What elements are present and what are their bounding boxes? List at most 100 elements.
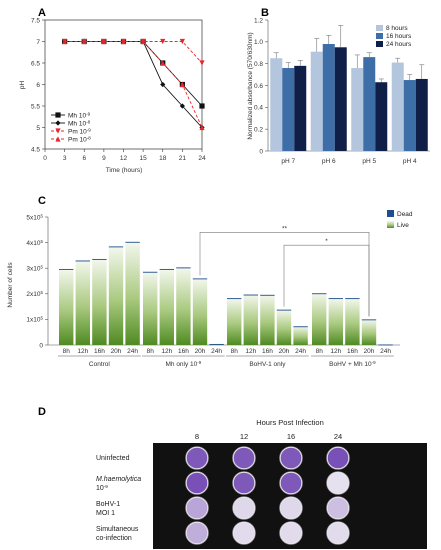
- plate-row-label: Simultaneous: [96, 526, 139, 533]
- bar: [391, 62, 404, 152]
- bar: [192, 278, 208, 345]
- bar: [322, 44, 335, 152]
- data-point: [55, 112, 61, 118]
- bar: [260, 294, 275, 345]
- plate-row-label: M.haemolytica: [96, 476, 141, 483]
- bar-dead-segment: [176, 267, 191, 269]
- x-tick-label: 16h: [178, 348, 189, 355]
- plate-row-sublabel: MOI 1: [96, 510, 115, 517]
- panel-b-absorbance-bar-chart: 0 0.2 0.4 0.6 0.8 1.0 1.2 pH 7 pH 6 pH 5 pH 4 8 ho…: [247, 17, 430, 165]
- panel-b-y-axis-label: Normalized absorbance (570/630nm): [247, 32, 254, 139]
- bar: [328, 298, 343, 345]
- y-tick-label: 6: [36, 82, 40, 89]
- x-tick-label: 12: [120, 155, 128, 162]
- plate-well-stain: [327, 472, 349, 494]
- bar-dead-segment: [209, 343, 224, 345]
- x-tick-label: 24h: [380, 348, 391, 355]
- bar: [159, 268, 174, 345]
- x-tick-label: 6: [82, 155, 86, 162]
- y-tick-label: 0: [39, 342, 43, 349]
- y-tick-label: 1.2: [254, 17, 263, 24]
- bar: [403, 80, 416, 151]
- legend-swatch: [376, 41, 383, 47]
- data-point: [179, 38, 185, 45]
- plate-well-stain: [327, 522, 349, 544]
- x-tick-label: 16h: [94, 348, 105, 355]
- y-tick-label: 4.5: [31, 146, 40, 153]
- plate-row-sublabel: 10-9: [96, 484, 108, 493]
- legend-swatch: [387, 221, 394, 228]
- y-tick-label: 0.6: [254, 83, 263, 90]
- x-tick-label: 24h: [127, 348, 138, 355]
- plate-well-stain: [327, 447, 349, 469]
- data-point: [199, 124, 205, 131]
- bar: [125, 241, 140, 345]
- plate-well-stain: [280, 497, 302, 519]
- y-tick-label: 6.5: [31, 60, 40, 67]
- legend-entry: Live: [397, 222, 409, 229]
- x-tick-label: 8h: [231, 348, 239, 355]
- x-tick-label: 24h: [211, 348, 222, 355]
- data-point: [179, 81, 185, 88]
- plate-column-label: 12: [240, 432, 248, 441]
- x-tick-label: 20h: [364, 348, 375, 355]
- significance-marker: **: [282, 225, 288, 232]
- data-point: [160, 38, 166, 45]
- bar-dead-segment: [92, 258, 107, 260]
- bar: [59, 268, 74, 345]
- y-tick-label: 5: [36, 125, 40, 132]
- legend-swatch: [376, 33, 383, 39]
- bar-dead-segment: [159, 268, 174, 270]
- y-tick-label: 4x105: [26, 238, 43, 247]
- bar: [310, 51, 323, 151]
- bar: [415, 78, 428, 151]
- y-tick-label: 0.8: [254, 61, 263, 68]
- plate-well-stain: [186, 447, 208, 469]
- panel-c-cell-count-bar-chart: 0 1x105 2x105 3x105 4x105 5x105 8h 12h 16h 20h 24…: [7, 210, 413, 368]
- x-tick-label: 18: [159, 155, 167, 162]
- x-tick-label: 20h: [279, 348, 290, 355]
- x-tick-label: 16h: [347, 348, 358, 355]
- panel-a-y-axis-label: pH: [19, 81, 26, 90]
- data-point: [81, 38, 87, 45]
- significance-bracket: [283, 244, 370, 317]
- legend-entry: Pm 10-9: [68, 127, 91, 136]
- plate-well-stain: [280, 447, 302, 469]
- bar: [75, 260, 90, 345]
- bar-dead-segment: [361, 319, 377, 321]
- y-tick-label: 3x105: [26, 264, 43, 273]
- data-point: [55, 128, 61, 134]
- series-line: [64, 41, 203, 128]
- plate-well-stain: [233, 497, 255, 519]
- bar: [363, 57, 376, 151]
- panel-label-c: C: [38, 195, 46, 207]
- plate-column-label: 8: [195, 432, 199, 441]
- bar-dead-segment: [312, 293, 327, 295]
- panel-label-a: A: [38, 7, 46, 19]
- plate-column-label: 16: [287, 432, 295, 441]
- x-tick-label: 3: [63, 155, 67, 162]
- plate-title: Hours Post Infection: [256, 418, 324, 427]
- legend-entry: Mh 10-8: [68, 119, 91, 128]
- bar-dead-segment: [108, 246, 124, 248]
- plate-row-label: BoHV-1: [96, 501, 120, 508]
- y-tick-label: 7.5: [31, 17, 40, 24]
- bar-dead-segment: [293, 326, 308, 328]
- bar: [375, 82, 388, 151]
- x-tick-label: pH 7: [281, 158, 295, 165]
- y-tick-label: 0: [259, 148, 263, 155]
- panel-d-plate-image: Hours Post Infection 8 12 16 24 Uninfected M…: [96, 418, 427, 549]
- bar-dead-segment: [345, 298, 360, 300]
- bar: [282, 68, 295, 151]
- bar-dead-segment: [243, 294, 258, 296]
- bar-dead-segment: [260, 294, 275, 296]
- series-4: [62, 38, 205, 131]
- bar: [92, 258, 107, 345]
- y-tick-label: 7: [36, 39, 40, 46]
- data-point: [199, 60, 205, 66]
- data-point: [140, 38, 146, 45]
- y-tick-label: 5.5: [31, 103, 40, 110]
- x-tick-label: pH 4: [403, 158, 417, 165]
- plate-well-stain: [280, 472, 302, 494]
- x-tick-label: 15: [140, 155, 148, 162]
